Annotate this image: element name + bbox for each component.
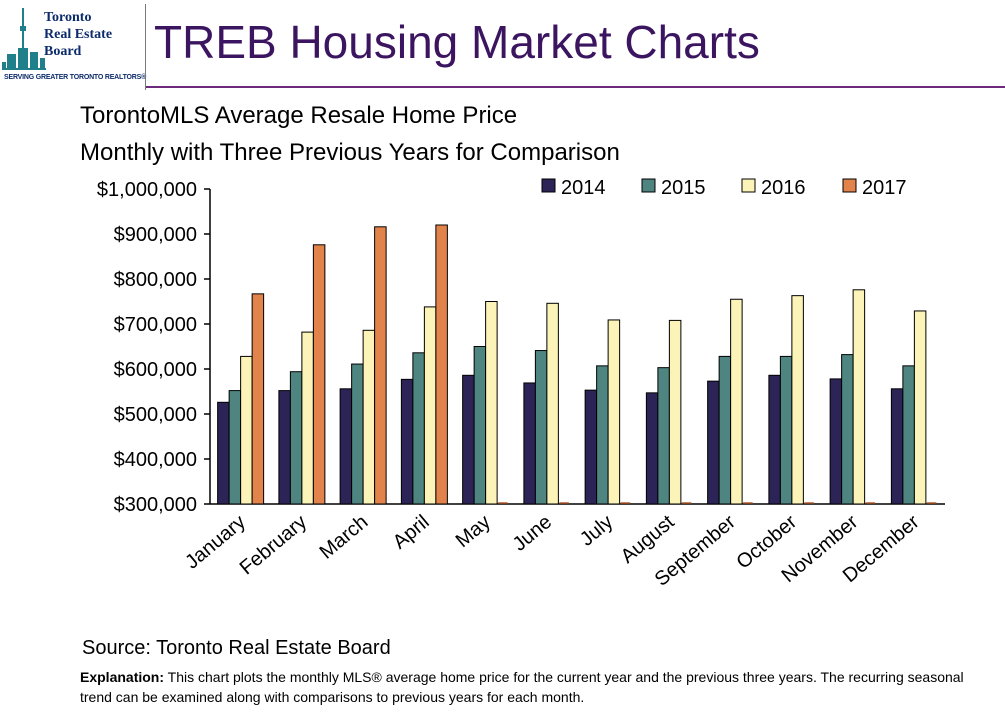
bar-2014 bbox=[217, 401, 230, 505]
legend-swatch-2016 bbox=[741, 178, 756, 193]
bar-2015 bbox=[534, 350, 548, 505]
bar-2014 bbox=[339, 388, 353, 505]
bar-2014 bbox=[400, 378, 414, 505]
bar-2015 bbox=[289, 371, 303, 505]
bar-2016 bbox=[913, 310, 927, 505]
header-rule bbox=[146, 86, 1005, 88]
bar-2014 bbox=[584, 389, 598, 505]
bar-2016 bbox=[730, 298, 743, 505]
bar-2017 bbox=[374, 226, 387, 505]
bar-2016 bbox=[240, 355, 253, 505]
bar-2016 bbox=[668, 319, 682, 505]
bar-2016 bbox=[423, 306, 437, 505]
bar-2015 bbox=[228, 390, 242, 505]
bar-2015 bbox=[351, 363, 364, 505]
cn-tower-skyline-icon bbox=[2, 8, 46, 70]
y-tick-label: $300,000 bbox=[114, 494, 197, 516]
explanation-label: Explanation: bbox=[80, 669, 165, 685]
y-tick-label: $700,000 bbox=[114, 314, 197, 336]
page-title: TREB Housing Market Charts bbox=[154, 16, 760, 68]
bar-2014 bbox=[645, 392, 659, 505]
y-tick-label: $800,000 bbox=[114, 269, 197, 291]
legend-swatch-2015 bbox=[641, 178, 656, 193]
bar-2015 bbox=[657, 367, 670, 505]
legend-label-2015: 2015 bbox=[661, 177, 706, 199]
bar-2014 bbox=[278, 390, 291, 505]
y-tick-label: $500,000 bbox=[114, 404, 197, 426]
chart-title: TorontoMLS Average Resale Home Price bbox=[80, 102, 518, 129]
bar-2016 bbox=[852, 289, 866, 505]
bar-2014 bbox=[707, 380, 720, 505]
source-note: Source: Toronto Real Estate Board bbox=[82, 637, 391, 659]
bar-2015 bbox=[902, 365, 915, 505]
bar-2015 bbox=[718, 355, 732, 505]
bar-2017 bbox=[251, 293, 265, 505]
bar-2016 bbox=[362, 329, 376, 505]
x-tick-label: February bbox=[236, 511, 311, 579]
explanation-note: Explanation: This chart plots the monthl… bbox=[80, 667, 980, 707]
logo-text-line3: Board bbox=[44, 44, 82, 59]
bar-2016 bbox=[791, 295, 804, 505]
price-bar-chart: $300,000 $400,000 $500,000 $600,000 $700,000… bbox=[97, 177, 945, 591]
x-tick-label: June bbox=[509, 511, 556, 556]
bar-2015 bbox=[412, 352, 425, 505]
bar-2017 bbox=[312, 244, 326, 505]
bar-2016 bbox=[546, 302, 559, 505]
bar-2016 bbox=[301, 331, 314, 505]
bar-2014 bbox=[462, 374, 475, 505]
bar-2015 bbox=[841, 354, 854, 505]
x-tick-label: May bbox=[452, 511, 495, 552]
x-tick-label: April bbox=[389, 511, 434, 554]
treb-logo: Toronto Real Estate Board SERVING GREATE… bbox=[0, 0, 147, 92]
bar-2014 bbox=[768, 374, 781, 505]
logo-tagline: SERVING GREATER TORONTO REALTORS® bbox=[4, 74, 147, 81]
y-tick-label: $600,000 bbox=[114, 359, 197, 381]
y-tick-label: $900,000 bbox=[114, 224, 197, 246]
y-tick-label: $1,000,000 bbox=[97, 179, 197, 201]
bar-2015 bbox=[473, 346, 487, 505]
legend-swatch-2017 bbox=[842, 178, 857, 193]
x-tick-label: July bbox=[576, 511, 617, 551]
bar-2014 bbox=[523, 382, 536, 505]
bar-2016 bbox=[607, 319, 621, 505]
bar-2017 bbox=[435, 224, 448, 505]
y-tick-label: $400,000 bbox=[114, 449, 197, 471]
legend-label-2017: 2017 bbox=[862, 177, 907, 199]
bar-2015 bbox=[779, 355, 793, 505]
explanation-text: This chart plots the monthly MLS® averag… bbox=[80, 669, 964, 705]
legend-swatch-2014 bbox=[541, 178, 556, 193]
logo-text-line2: Real Estate bbox=[44, 27, 113, 42]
legend-label-2014: 2014 bbox=[561, 177, 606, 199]
chart-subtitle: Monthly with Three Previous Years for Co… bbox=[80, 139, 620, 166]
bar-2015 bbox=[596, 365, 609, 505]
bar-2014 bbox=[829, 378, 843, 505]
logo-text-line1: Toronto bbox=[44, 10, 92, 25]
logo-divider bbox=[145, 4, 146, 90]
bar-2016 bbox=[485, 301, 498, 505]
legend-label-2016: 2016 bbox=[761, 177, 806, 199]
x-tick-label: March bbox=[316, 511, 373, 564]
bar-2014 bbox=[890, 388, 904, 505]
